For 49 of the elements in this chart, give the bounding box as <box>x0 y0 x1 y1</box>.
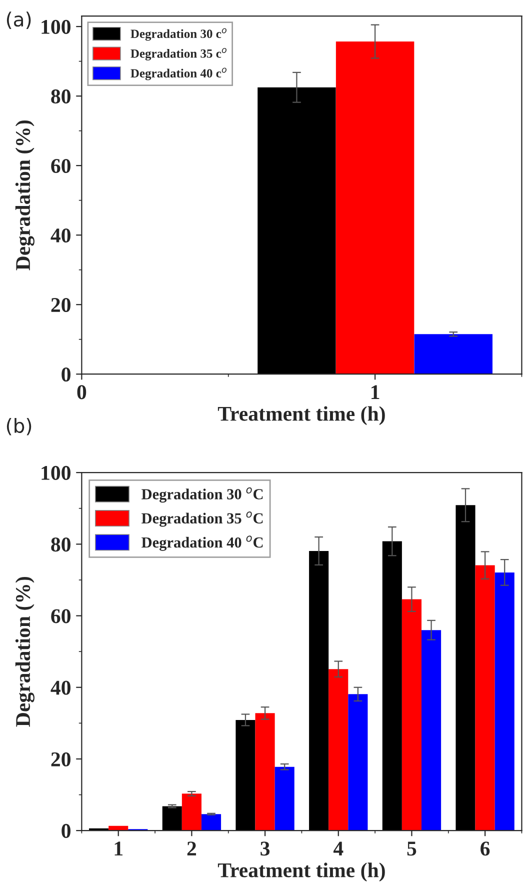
x-tick-label: 2 <box>187 842 196 856</box>
bar <box>258 87 336 374</box>
y-tick-label: 40 <box>50 680 70 695</box>
bar <box>255 713 275 831</box>
bar <box>182 794 202 831</box>
chart-title: (b) <box>6 418 32 436</box>
y-tick-label: 20 <box>51 298 70 312</box>
y-tick-label: 80 <box>51 89 70 104</box>
bar <box>475 565 495 831</box>
bar <box>336 41 414 374</box>
y-tick-label: 40 <box>50 228 70 243</box>
y-tick-label: 20 <box>51 752 70 766</box>
y-tick-label: 60 <box>51 158 70 173</box>
bar <box>162 806 182 831</box>
legend-label: Degradation 35 $^{o}$C <box>142 512 263 527</box>
y-tick-label: 60 <box>51 609 70 624</box>
legend-label: Degradation 40 $^{o}$C <box>142 536 263 551</box>
bar <box>328 669 348 831</box>
bar <box>201 814 222 831</box>
x-tick-label: 1 <box>372 385 380 399</box>
x-tick-label: 1 <box>114 842 122 856</box>
bar <box>309 550 329 831</box>
bar <box>402 599 422 831</box>
bar <box>236 720 256 831</box>
x-axis-title: Treatment time (h) <box>218 862 385 882</box>
legend-label: Degradation 40 c$^{o}$ <box>130 68 226 80</box>
bar <box>382 541 402 831</box>
y-tick-label: 0 <box>62 824 70 838</box>
y-axis-title: Degradation (%) <box>15 120 34 270</box>
x-tick-label: 4 <box>333 842 344 856</box>
y-tick-label: 100 <box>42 466 70 480</box>
y-axis-title: Degradation (%) <box>15 576 34 727</box>
y-tick-label: 100 <box>42 20 70 34</box>
y-tick-label: 80 <box>51 538 70 552</box>
legend-label: Degradation 35 c$^{o}$ <box>130 48 226 60</box>
chart-title: (a) <box>6 12 31 29</box>
x-tick-label: 3 <box>260 842 270 856</box>
bar <box>274 766 294 831</box>
x-axis-title: Treatment time (h) <box>218 406 385 426</box>
bar <box>422 630 442 831</box>
y-tick-label: 0 <box>62 367 70 382</box>
bar <box>348 694 368 831</box>
bar <box>414 334 492 374</box>
bar <box>494 572 514 831</box>
x-tick-label: 6 <box>480 842 490 856</box>
bar <box>456 505 476 831</box>
legend-label: Degradation 30 c$^{o}$ <box>130 28 226 41</box>
legend-label: Degradation 30 $^{o}$C <box>142 487 263 503</box>
x-tick-label: 5 <box>407 842 416 856</box>
